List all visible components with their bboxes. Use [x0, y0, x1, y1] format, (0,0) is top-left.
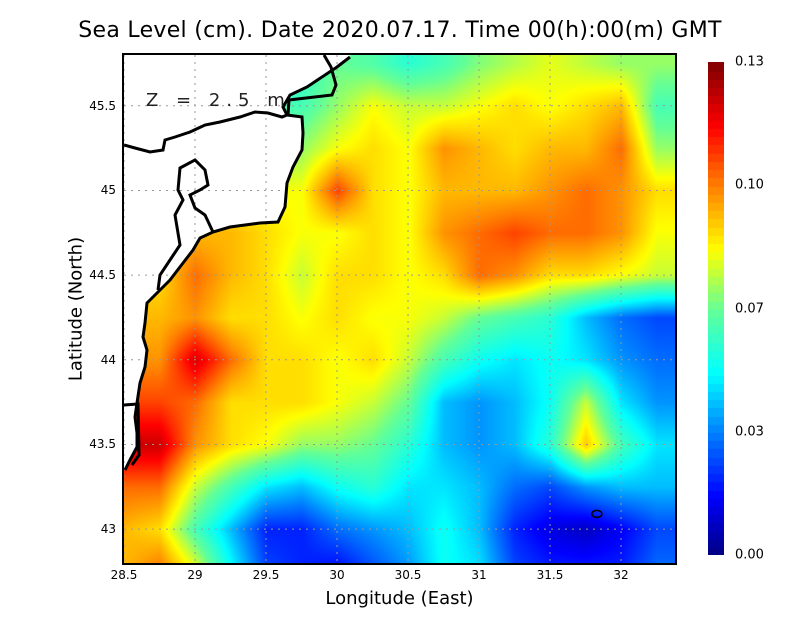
y-axis-label: Latitude (North) — [65, 236, 87, 382]
x-tick-label: 29.5 — [252, 568, 280, 582]
colorbar — [708, 62, 724, 555]
depth-annotation: Z = 2.5 m — [146, 90, 291, 111]
y-tick-label: 43 — [100, 522, 116, 537]
colorbar-tick-label: 0.00 — [735, 547, 764, 563]
x-tick-label: 28.5 — [110, 568, 138, 582]
minimum-contour — [591, 509, 603, 519]
x-tick-label: 30 — [329, 568, 345, 582]
y-tick-label: 44.5 — [89, 268, 116, 283]
plot-area — [124, 55, 675, 563]
southern-shoreline — [124, 402, 141, 466]
x-tick-label: 31 — [471, 568, 487, 582]
y-tick-label: 43.5 — [89, 437, 116, 452]
x-tick-label: 32 — [613, 568, 629, 582]
y-tick-label: 45.5 — [89, 98, 116, 113]
x-tick-label: 30.5 — [394, 568, 422, 582]
colorbar-tick-label: 0.13 — [735, 54, 764, 70]
x-tick-label: 29 — [187, 568, 203, 582]
chart-title: Sea Level (cm). Date 2020.07.17. Time 00… — [78, 18, 722, 43]
y-tick-label: 44 — [100, 352, 116, 367]
estuary-shoreline — [286, 55, 338, 116]
coastline — [124, 55, 351, 471]
colorbar-tick-label: 0.07 — [735, 301, 764, 316]
map-overlay — [124, 55, 675, 563]
colorbar-tick-label: 0.03 — [735, 424, 764, 440]
lake-shoreline — [156, 158, 215, 291]
lagoon-shoreline — [124, 110, 288, 154]
y-tick-label: 45 — [100, 183, 116, 198]
x-tick-label: 31.5 — [536, 568, 564, 582]
colorbar-tick-label: 0.10 — [735, 177, 764, 193]
x-axis-label: Longitude (East) — [325, 588, 474, 609]
land-mask — [124, 55, 350, 470]
